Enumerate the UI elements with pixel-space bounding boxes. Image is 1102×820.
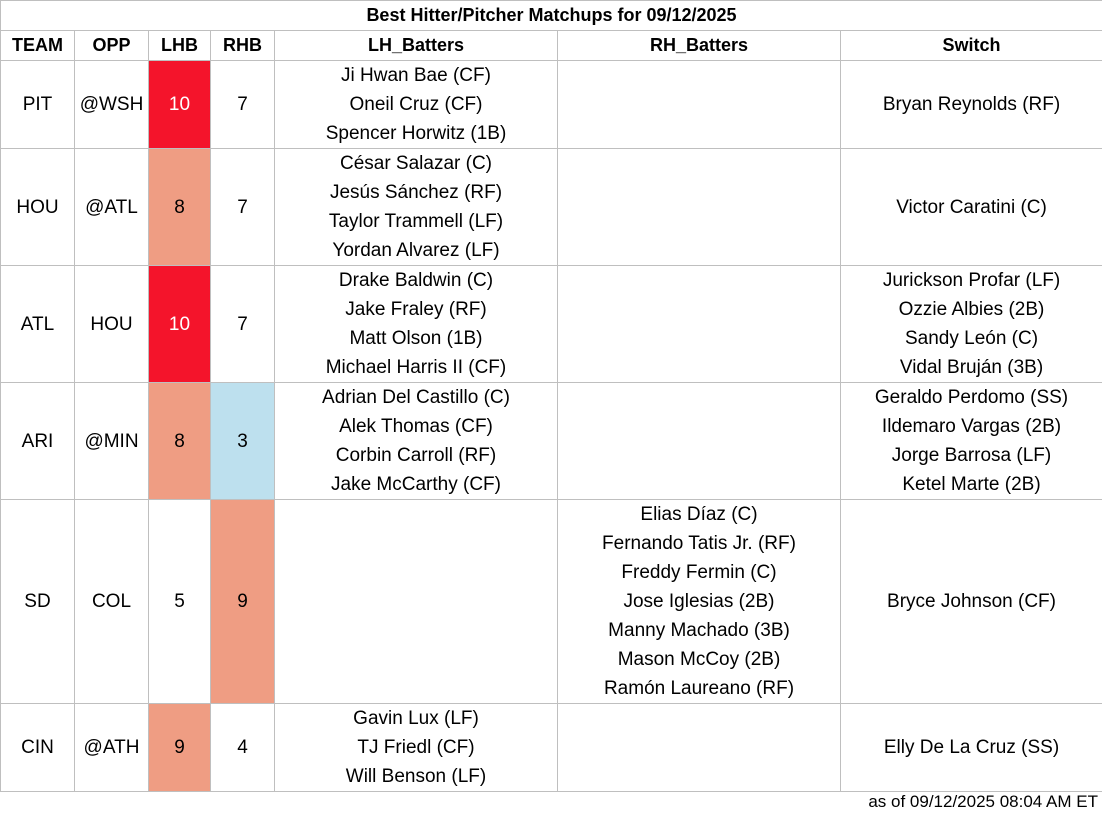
batter-name: Spencer Horwitz (1B) [325, 123, 507, 144]
switch-batters-cell: Geraldo Perdomo (SS) Ildemaro Vargas (2B)… [839, 382, 1102, 500]
lhb-score-cell: 10 [148, 265, 211, 383]
lhb-score-cell: 9 [148, 703, 211, 792]
table-row: ARI @MIN 8 3 Adrian Del Castillo (C) Alek Tho… [0, 382, 1102, 500]
batter-name: Bryce Johnson (CF) [887, 591, 1056, 612]
opp-cell: @WSH [74, 60, 149, 149]
rh-batters-cell: Elias Díaz (C) Fernando Tatis Jr. (RF) Fre… [557, 499, 841, 704]
batter-name: Jake McCarthy (CF) [331, 474, 501, 495]
matchups-table: Best Hitter/Pitcher Matchups for 09/12/2… [0, 0, 1102, 792]
batter-name: Ji Hwan Bae (CF) [341, 65, 491, 86]
header-team: TEAM [0, 30, 75, 61]
rhb-score-cell: 3 [210, 382, 275, 500]
batter-name: Ramón Laureano (RF) [603, 678, 795, 699]
lh-batters-cell: Adrian Del Castillo (C) Alek Thomas (CF) C… [274, 382, 558, 500]
switch-batters-cell: Victor Caratini (C) [839, 148, 1102, 266]
switch-batters-cell: Elly De La Cruz (SS) [839, 703, 1102, 792]
batter-name: Matt Olson (1B) [349, 328, 483, 349]
batter-name: César Salazar (C) [339, 153, 493, 174]
title-row: Best Hitter/Pitcher Matchups for 09/12/2… [0, 0, 1102, 31]
lhb-score-cell: 8 [148, 382, 211, 500]
batter-name: Freddy Fermin (C) [621, 562, 777, 583]
lh-batters-cell: Gavin Lux (LF) TJ Friedl (CF) Will Benson … [274, 703, 558, 792]
batter-name: Mason McCoy (2B) [617, 649, 781, 670]
team-cell: ATL [0, 265, 75, 383]
batter-name: Geraldo Perdomo (SS) [874, 387, 1069, 408]
batter-name: Yordan Alvarez (LF) [332, 240, 500, 261]
header-row: TEAM OPP LHB RHB LH_Batters RH_Batters S… [0, 30, 1102, 61]
batter-name: Victor Caratini (C) [896, 196, 1047, 218]
batter-name: Vidal Bruján (3B) [899, 357, 1044, 378]
batter-name: Manny Machado (3B) [608, 620, 790, 641]
batter-name: Jurickson Profar (LF) [882, 270, 1061, 291]
rhb-score-cell: 9 [210, 499, 275, 704]
header-rh-batters: RH_Batters [557, 30, 841, 61]
team-cell: SD [0, 499, 75, 704]
batter-name: Jose Iglesias (2B) [623, 591, 775, 612]
table-row: ATL HOU 10 7 Drake Baldwin (C) Jake Fraley (R… [0, 265, 1102, 383]
timestamp-footer: as of 09/12/2025 08:04 AM ET [868, 792, 1098, 811]
batter-name: Taylor Trammell (LF) [328, 211, 504, 232]
table-row: SD COL 5 9 Elias Díaz (C) Fernando Tatis Jr. … [0, 499, 1102, 704]
header-lhb: LHB [148, 30, 211, 61]
batter-name: Corbin Carroll (RF) [335, 445, 497, 466]
header-switch: Switch [839, 30, 1102, 61]
table-row: CIN @ATH 9 4 Gavin Lux (LF) TJ Friedl (CF) Wil… [0, 703, 1102, 792]
opp-cell: @ATH [74, 703, 149, 792]
opp-cell: COL [74, 499, 149, 704]
batter-name: Oneil Cruz (CF) [349, 94, 483, 115]
batter-name: Jorge Barrosa (LF) [891, 445, 1052, 466]
batter-name: Elias Díaz (C) [640, 504, 758, 525]
rh-batters-cell [557, 265, 841, 383]
batter-name: Fernando Tatis Jr. (RF) [602, 533, 796, 554]
team-cell: PIT [0, 60, 75, 149]
batter-name: TJ Friedl (CF) [357, 737, 475, 758]
switch-batters-cell: Bryce Johnson (CF) [839, 499, 1102, 704]
lh-batters-cell: Drake Baldwin (C) Jake Fraley (RF) Matt Ol… [274, 265, 558, 383]
batter-name: Jesús Sánchez (RF) [329, 182, 503, 203]
batter-name: Gavin Lux (LF) [353, 708, 479, 729]
batter-name: Will Benson (LF) [345, 766, 487, 787]
rh-batters-cell [557, 703, 841, 792]
batter-name: Michael Harris II (CF) [325, 357, 507, 378]
header-rhb: RHB [210, 30, 275, 61]
rhb-score-cell: 7 [210, 265, 275, 383]
opp-cell: @ATL [74, 148, 149, 266]
batter-name: Ozzie Albies (2B) [898, 299, 1045, 320]
team-cell: ARI [0, 382, 75, 500]
rhb-score-cell: 4 [210, 703, 275, 792]
batter-name: Sandy León (C) [904, 328, 1039, 349]
header-opp: OPP [74, 30, 149, 61]
opp-cell: @MIN [74, 382, 149, 500]
table-row: PIT @WSH 10 7 Ji Hwan Bae (CF) Oneil Cruz (CF… [0, 60, 1102, 149]
batter-name: Alek Thomas (CF) [339, 416, 493, 437]
switch-batters-cell: Bryan Reynolds (RF) [839, 60, 1102, 149]
rhb-score-cell: 7 [210, 60, 275, 149]
lhb-score-cell: 5 [148, 499, 211, 704]
lh-batters-cell [274, 499, 558, 704]
lh-batters-cell: César Salazar (C) Jesús Sánchez (RF) Taylo… [274, 148, 558, 266]
batter-name: Ketel Marte (2B) [902, 474, 1041, 495]
team-cell: HOU [0, 148, 75, 266]
table-body: PIT @WSH 10 7 Ji Hwan Bae (CF) Oneil Cruz (CF… [0, 60, 1102, 792]
batter-name: Bryan Reynolds (RF) [882, 94, 1061, 115]
rh-batters-cell [557, 382, 841, 500]
lhb-score-cell: 10 [148, 60, 211, 149]
batter-name: Jake Fraley (RF) [345, 299, 487, 320]
rhb-score-cell: 7 [210, 148, 275, 266]
switch-batters-cell: Jurickson Profar (LF) Ozzie Albies (2B) Sa… [839, 265, 1102, 383]
batter-name: Ildemaro Vargas (2B) [881, 416, 1062, 437]
batter-name: Adrian Del Castillo (C) [322, 387, 510, 408]
table-title: Best Hitter/Pitcher Matchups for 09/12/2… [0, 0, 1102, 31]
rh-batters-cell [557, 148, 841, 266]
table-row: HOU @ATL 8 7 César Salazar (C) Jesús Sánchez … [0, 148, 1102, 266]
rh-batters-cell [557, 60, 841, 149]
batter-name: Drake Baldwin (C) [338, 270, 494, 291]
team-cell: CIN [0, 703, 75, 792]
lhb-score-cell: 8 [148, 148, 211, 266]
batter-name: Elly De La Cruz (SS) [883, 737, 1060, 758]
opp-cell: HOU [74, 265, 149, 383]
header-lh-batters: LH_Batters [274, 30, 558, 61]
lh-batters-cell: Ji Hwan Bae (CF) Oneil Cruz (CF) Spencer H… [274, 60, 558, 149]
